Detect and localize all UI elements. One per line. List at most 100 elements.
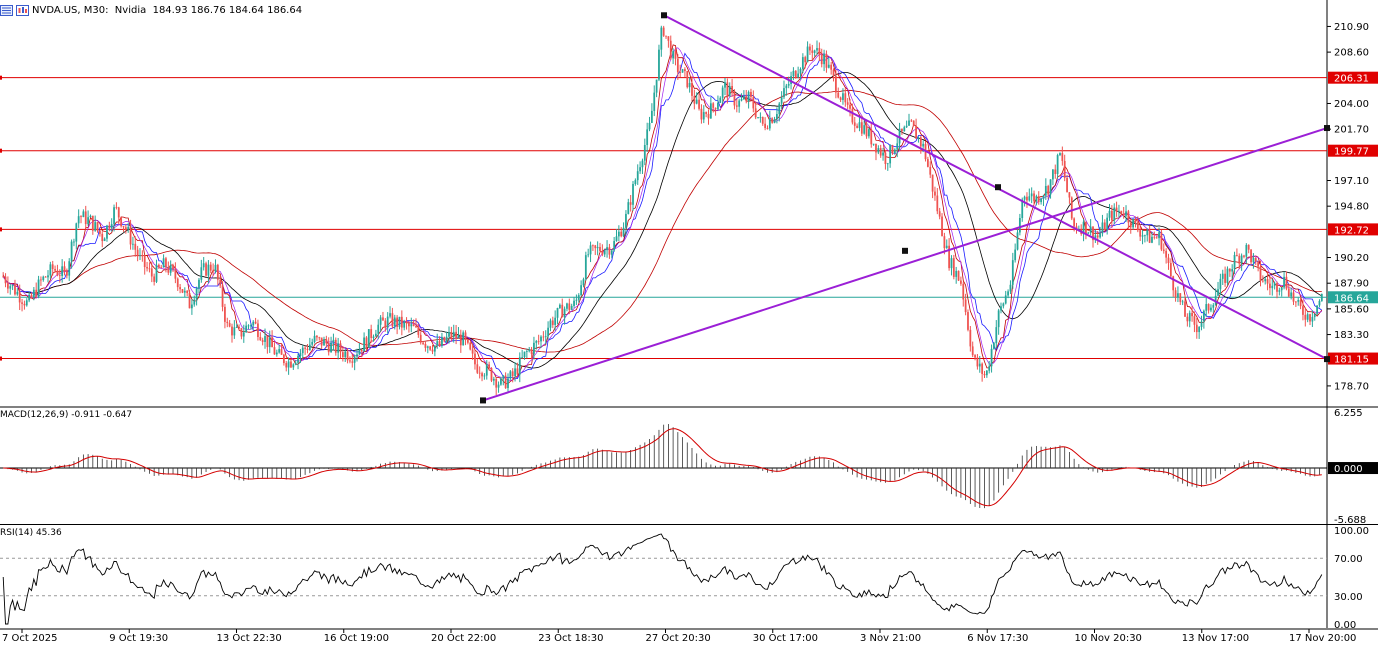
candle-body: [40, 279, 42, 281]
candle-body: [18, 291, 21, 303]
candle-body: [773, 119, 776, 123]
candle-body: [1269, 283, 1271, 289]
candle-body: [132, 243, 134, 245]
level-price-tag: [1328, 223, 1378, 236]
candle-body: [764, 123, 767, 129]
candle-body: [960, 280, 962, 284]
time-axis-label: 13 Nov 17:00: [1182, 633, 1249, 644]
candle-body: [1257, 261, 1260, 267]
candle-body: [162, 258, 165, 268]
candle-body: [221, 285, 224, 307]
candle-body: [1299, 300, 1302, 307]
candle-body: [127, 226, 130, 230]
candle-body: [478, 372, 481, 374]
candle-body: [622, 227, 625, 237]
candle-body: [851, 108, 854, 123]
candle-body: [179, 287, 181, 290]
candle-body: [441, 337, 443, 346]
candle-body: [528, 349, 531, 352]
candle-body: [450, 332, 453, 337]
candle-body: [1290, 292, 1293, 297]
candle-body: [978, 363, 981, 367]
time-axis-label: 20 Oct 22:00: [431, 633, 496, 644]
candle-body: [455, 331, 457, 339]
candle-body: [1087, 232, 1090, 234]
rsi-tick-label: 30.00: [1334, 592, 1363, 603]
level-price-tag: [1328, 71, 1378, 84]
candle-body: [566, 303, 568, 309]
candle-body: [360, 349, 363, 352]
candle-body: [259, 336, 262, 341]
candle-body: [35, 289, 38, 297]
candle-body: [21, 302, 23, 304]
candle-body: [89, 215, 92, 218]
candle-body: [216, 264, 219, 280]
candle-body: [139, 255, 141, 257]
candle-body: [91, 215, 94, 231]
candle-body: [684, 69, 686, 71]
candle-body: [393, 317, 396, 327]
candle-body: [30, 294, 33, 298]
candle-body: [856, 125, 859, 128]
candle-body: [728, 85, 731, 97]
symbol-chart-icon[interactable]: [16, 4, 29, 16]
candle-body: [785, 85, 788, 89]
time-axis-label: 16 Oct 19:00: [324, 633, 389, 644]
candle-body: [544, 336, 547, 338]
candle-body: [176, 278, 179, 288]
candle-body: [212, 270, 215, 272]
candle-body: [1110, 210, 1113, 221]
candle-body: [1101, 222, 1104, 234]
candle-body: [101, 233, 104, 242]
candle-body: [160, 267, 163, 269]
price-tick-label: 208.60: [1334, 48, 1369, 59]
candle-body: [1294, 301, 1297, 303]
candle-body: [438, 341, 441, 346]
candle-body: [695, 99, 698, 104]
time-axis-label: 7 Oct 2025: [2, 633, 57, 644]
candle-body: [153, 276, 156, 282]
candle-body: [691, 82, 693, 96]
candle-body: [415, 326, 417, 328]
candle-body: [273, 347, 276, 355]
candle-body: [1153, 236, 1156, 238]
candle-body: [110, 224, 113, 229]
macd-tick-label: 6.255: [1334, 408, 1363, 419]
candle-body: [337, 343, 340, 353]
candle-body: [1127, 211, 1130, 223]
candle-body: [1089, 226, 1092, 233]
candle-body: [327, 343, 330, 353]
candle-body: [712, 103, 715, 108]
time-axis-label: 27 Oct 20:30: [646, 633, 711, 644]
candle-body: [174, 269, 177, 279]
price-tick-label: 187.90: [1334, 279, 1369, 290]
candle-body: [1021, 199, 1024, 218]
candle-body: [1035, 196, 1038, 202]
candle-body: [75, 223, 78, 242]
candle-body: [1217, 289, 1219, 296]
candle-body: [452, 331, 455, 337]
candle-body: [809, 46, 811, 51]
candle-body: [502, 375, 505, 379]
candle-body: [82, 211, 85, 218]
candle-body: [14, 285, 16, 295]
candle-body: [94, 222, 97, 231]
candle-body: [68, 261, 71, 276]
chart-list-icon[interactable]: [0, 4, 13, 16]
candle-body: [1115, 207, 1118, 212]
candle-body: [1037, 196, 1040, 203]
candle-body: [837, 92, 840, 98]
candle-body: [747, 91, 750, 102]
trendline-anchor: [661, 12, 667, 19]
candle-body: [601, 251, 604, 255]
candle-body: [1011, 260, 1014, 285]
candle-body: [917, 137, 920, 139]
candle-body: [969, 329, 972, 347]
trendline-midpoint: [995, 184, 1001, 191]
candle-body: [563, 308, 566, 318]
time-axis-label: 6 Nov 17:30: [967, 633, 1028, 644]
candle-body: [346, 351, 349, 361]
candle-body: [103, 238, 106, 242]
